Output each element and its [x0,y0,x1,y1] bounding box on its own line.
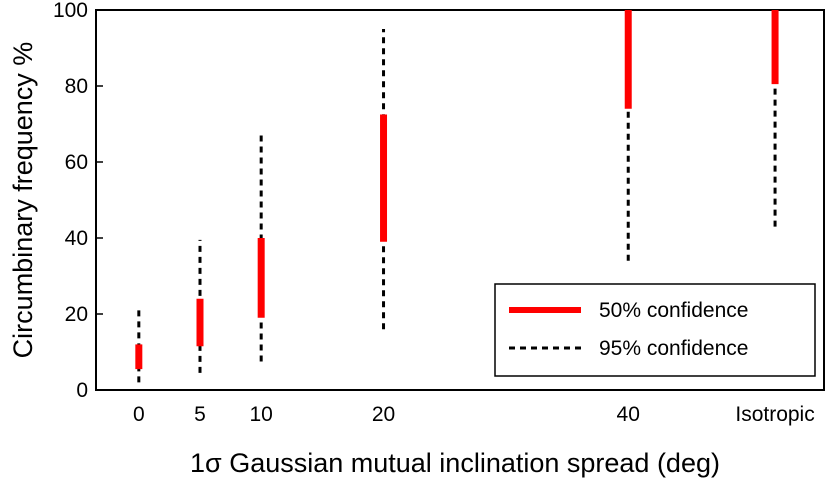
y-tick-label: 80 [65,75,88,98]
y-tick-label: 40 [65,227,88,250]
y-tick-label: 0 [76,379,88,402]
x-tick-label: 0 [133,403,145,426]
x-tick-label: 40 [617,403,640,426]
legend-label-50: 50% confidence [599,299,748,322]
x-axis-label: 1σ Gaussian mutual inclination spread (d… [190,448,720,478]
legend-box [494,283,816,377]
y-tick-label: 20 [65,303,88,326]
x-axis-ticks: 0 5 10 20 40 Isotropic [133,403,815,426]
legend: 50% confidence 95% confidence [494,283,816,377]
x-tick-label: 5 [194,403,206,426]
x-tick-label: 10 [249,403,272,426]
x-tick-label: 20 [372,403,395,426]
y-axis-label: Circumbinary frequency % [8,42,38,359]
y-tick-label: 100 [53,0,88,22]
y-tick-label: 60 [65,151,88,174]
y-axis-ticks: 0 20 40 60 80 100 [53,0,103,402]
series-50-confidence [135,10,779,370]
legend-label-95: 95% confidence [599,337,748,360]
x-tick-label: Isotropic [735,403,814,426]
plot-frame [95,9,825,391]
